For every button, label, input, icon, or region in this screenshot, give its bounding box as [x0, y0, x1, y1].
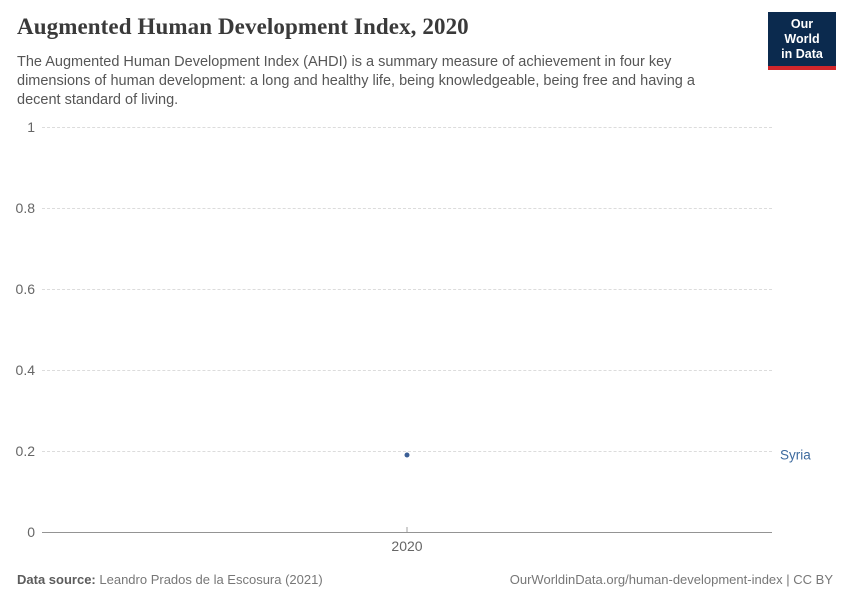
y-gridline — [42, 370, 772, 371]
x-axis-line — [42, 532, 772, 533]
x-tick — [406, 527, 408, 532]
data-source-note: Data source: Leandro Prados de la Escosu… — [17, 572, 323, 587]
data-point-syria[interactable] — [404, 452, 410, 458]
y-tick-label: 0.2 — [15, 443, 35, 459]
attribution-link[interactable]: OurWorldinData.org/human-development-ind… — [509, 572, 833, 587]
y-tick-label: 0.8 — [15, 200, 35, 216]
plot-area: 0 0.2 0.4 0.6 0.8 1 2020 Syria — [16, 119, 811, 554]
owid-logo-line1: Our World — [784, 17, 820, 46]
page-title: Augmented Human Development Index, 2020 — [17, 14, 469, 39]
data-source-label: Data source: — [17, 572, 96, 587]
y-gridline — [42, 289, 772, 290]
y-tick-label: 0 — [27, 524, 35, 540]
y-gridline — [42, 451, 772, 452]
owid-logo-line2: in Data — [781, 47, 823, 61]
owid-logo: Our World in Data — [768, 12, 836, 70]
entity-label-syria[interactable]: Syria — [780, 447, 811, 463]
y-tick-label: 0.6 — [15, 281, 35, 297]
y-tick-label: 1 — [27, 119, 35, 135]
data-source-value: Leandro Prados de la Escosura (2021) — [99, 572, 323, 587]
y-tick-label: 0.4 — [15, 362, 35, 378]
chart-footer: Data source: Leandro Prados de la Escosu… — [17, 572, 833, 587]
y-gridline — [42, 208, 772, 209]
chart-subtitle: The Augmented Human Development Index (A… — [17, 54, 695, 108]
x-tick-label: 2020 — [391, 538, 423, 554]
y-gridline — [42, 127, 772, 128]
